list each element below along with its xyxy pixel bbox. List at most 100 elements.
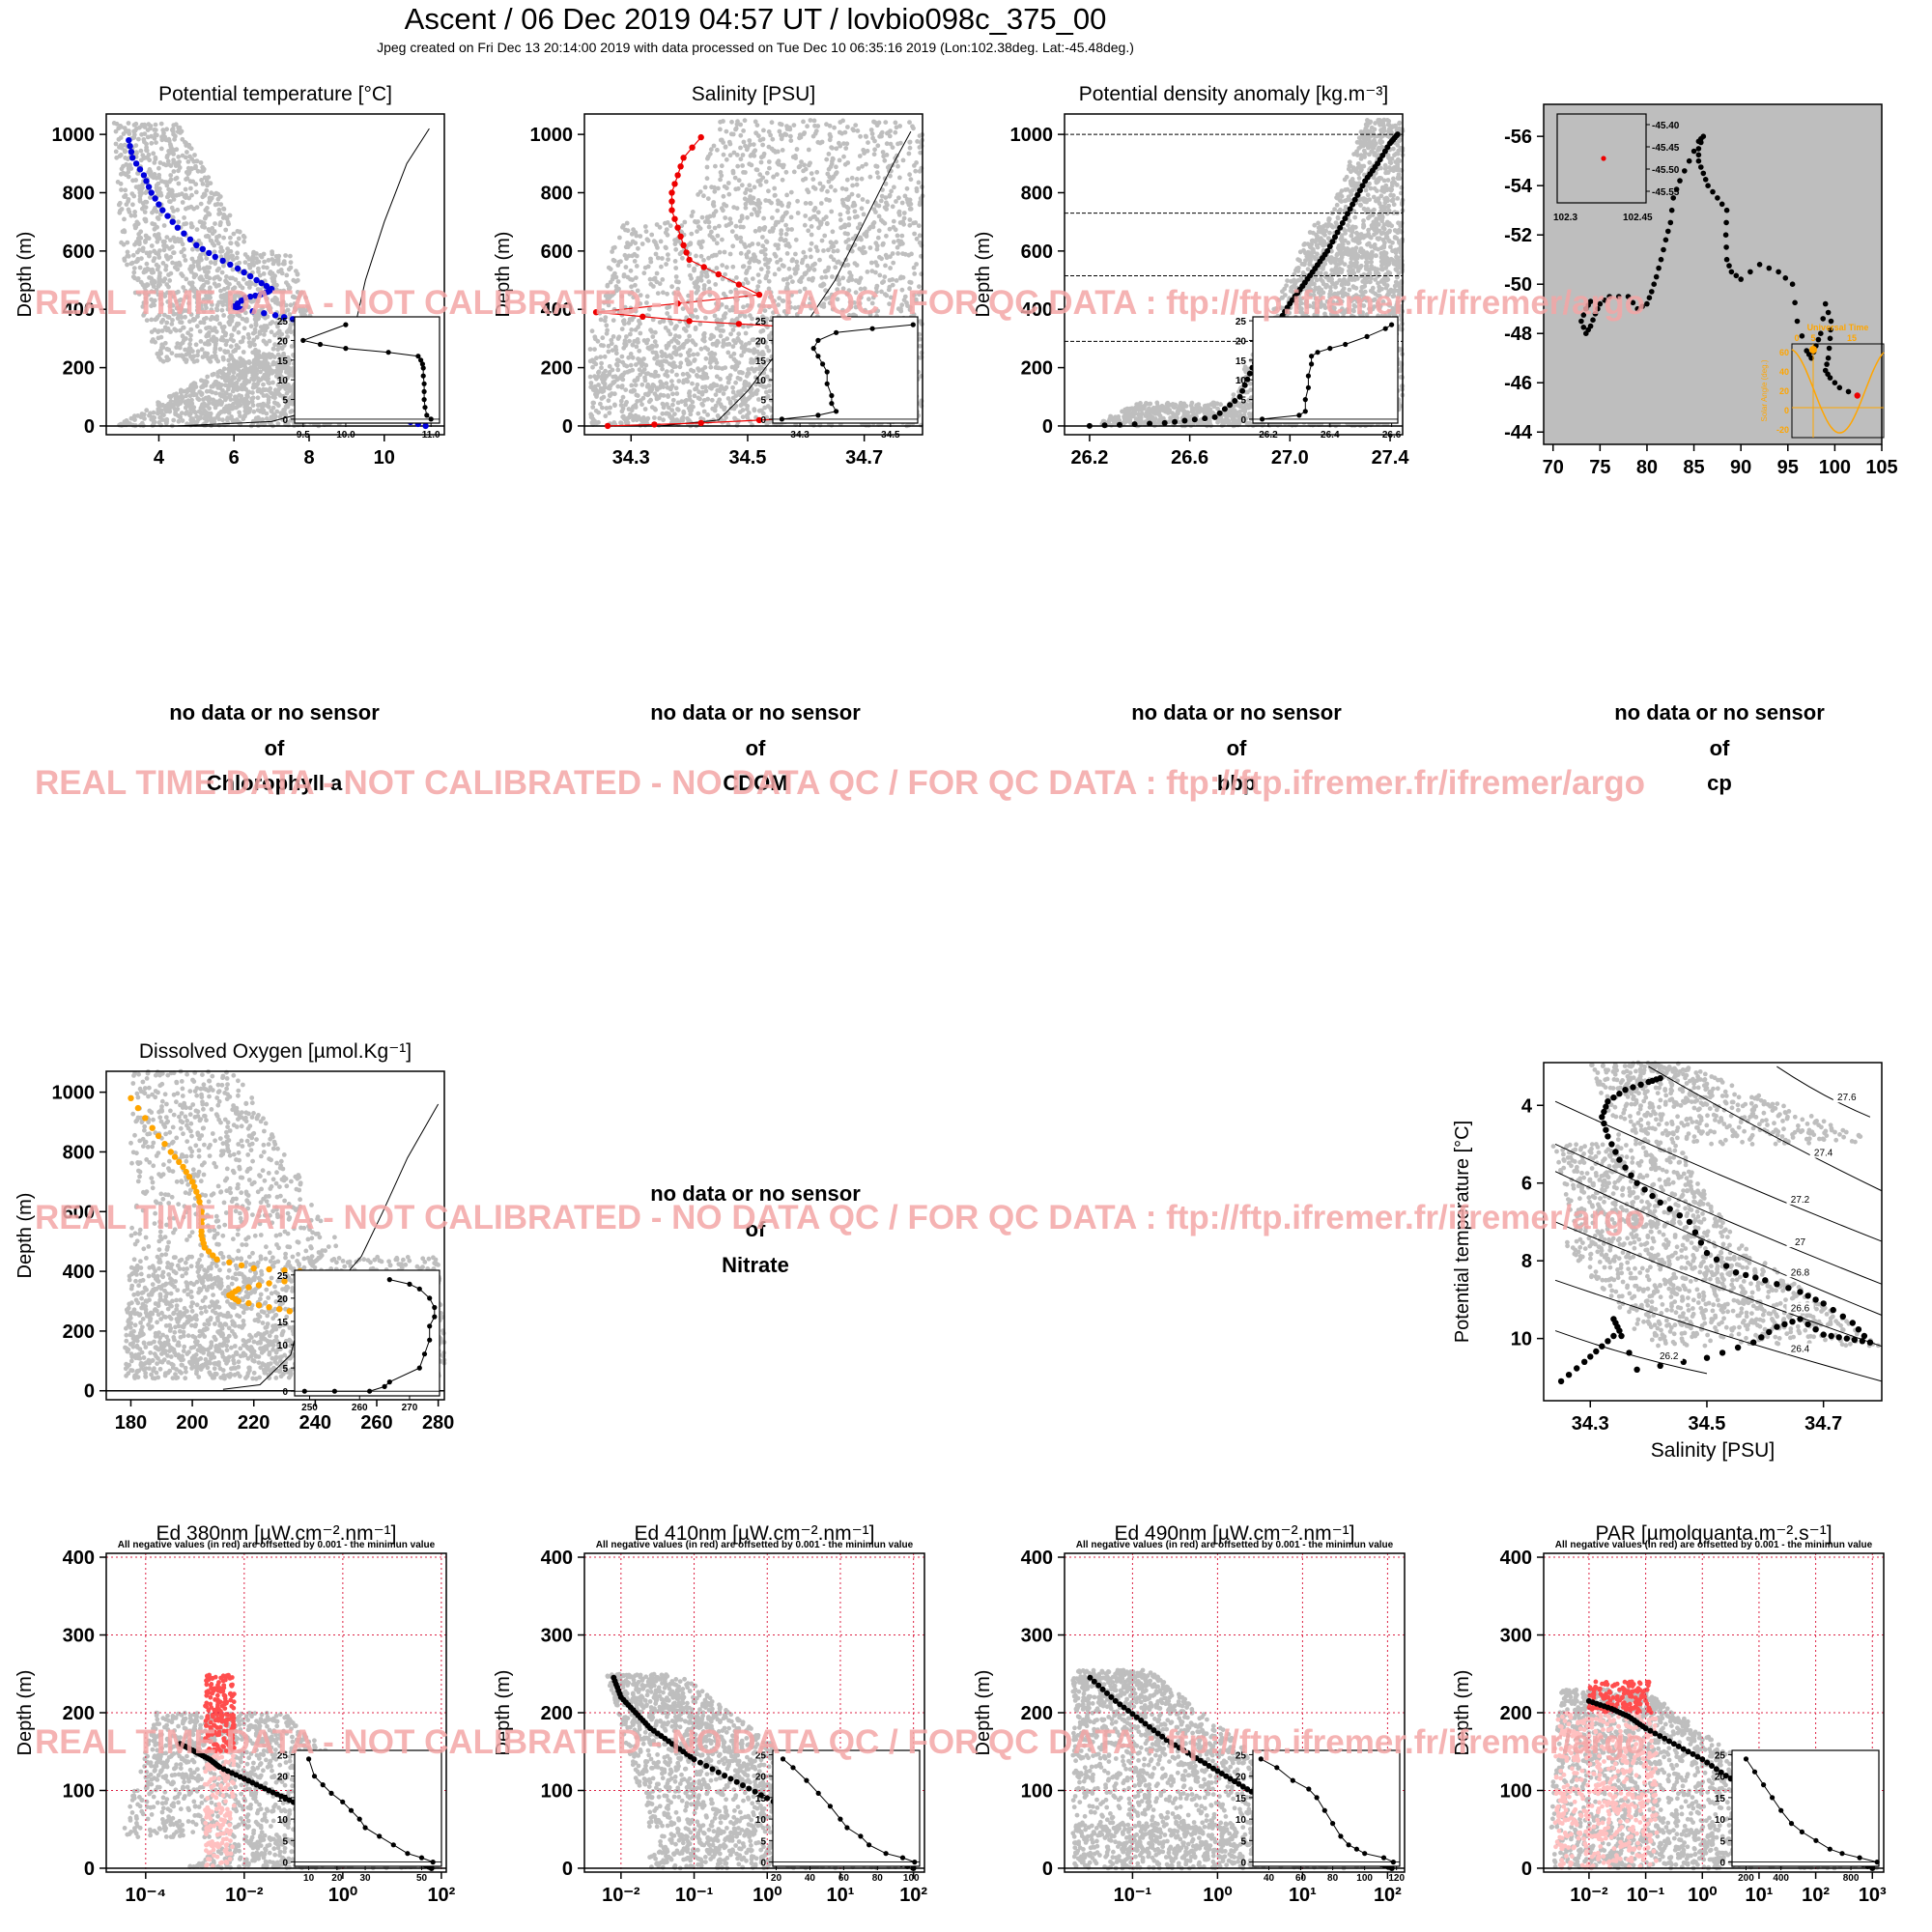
cloud-point — [876, 228, 882, 234]
cloud-point — [670, 402, 675, 408]
cloud-point — [684, 398, 689, 403]
cloud-point — [130, 202, 135, 208]
cloud-point — [746, 348, 752, 353]
cloud-point — [718, 402, 724, 407]
cloud-point — [179, 239, 184, 244]
cloud-point — [140, 153, 146, 158]
cloud-point — [669, 369, 674, 374]
page-title: Ascent / 06 Dec 2019 04:57 UT / lovbio09… — [405, 2, 1107, 36]
cloud-point — [226, 386, 231, 392]
cloud-point — [176, 418, 182, 424]
cloud-point — [782, 238, 788, 242]
cloud-point — [607, 372, 612, 377]
cloud-point — [162, 276, 168, 282]
cloud-point — [724, 223, 729, 229]
cloud-point — [730, 264, 736, 270]
cloud-point — [630, 405, 636, 411]
cloud-point — [256, 266, 261, 271]
cloud-point — [713, 403, 719, 409]
cloud-point — [677, 251, 683, 257]
cloud-point — [712, 383, 718, 387]
y-tick-label: 800 — [63, 183, 95, 204]
cloud-point — [669, 362, 674, 368]
cloud-point — [704, 273, 709, 279]
cloud-point — [599, 365, 604, 371]
cloud-point — [262, 332, 267, 337]
cloud-point — [706, 255, 711, 261]
cloud-point — [613, 361, 619, 367]
cloud-point — [668, 413, 672, 419]
cloud-point — [162, 325, 168, 330]
cloud-point — [277, 385, 282, 391]
cloud-point — [663, 326, 668, 330]
cloud-point — [693, 386, 697, 392]
cloud-point — [290, 388, 296, 394]
cloud-point — [150, 210, 155, 215]
cloud-point — [718, 127, 723, 132]
cloud-point — [629, 231, 635, 237]
cloud-point — [622, 362, 627, 368]
cloud-point — [179, 411, 185, 415]
cloud-point — [250, 395, 256, 401]
cloud-point — [215, 374, 221, 379]
cloud-point — [156, 175, 162, 181]
cloud-point — [776, 245, 781, 251]
cloud-point — [201, 379, 207, 384]
cloud-point — [208, 238, 213, 243]
cloud-point — [155, 187, 159, 193]
cloud-point — [897, 220, 903, 225]
cloud-point — [251, 362, 257, 368]
profile-point — [246, 272, 254, 280]
cloud-point — [194, 413, 200, 419]
cloud-point — [725, 380, 731, 385]
x-tick-label: 4 — [154, 447, 165, 469]
cloud-point — [194, 227, 200, 233]
cloud-point — [149, 275, 155, 281]
cloud-point — [693, 327, 698, 332]
cloud-point — [859, 176, 865, 182]
cloud-point — [625, 274, 631, 280]
cloud-point — [702, 345, 708, 351]
cloud-point — [814, 248, 820, 253]
cloud-point — [255, 395, 261, 401]
cloud-point — [213, 238, 219, 243]
cloud-point — [618, 398, 624, 404]
cloud-point — [284, 329, 290, 335]
cloud-point — [674, 391, 680, 396]
cloud-point — [675, 407, 680, 412]
profile-point — [145, 184, 153, 190]
cloud-point — [285, 375, 290, 381]
cloud-point — [174, 353, 180, 358]
cloud-point — [693, 342, 698, 348]
cloud-point — [125, 249, 130, 255]
cloud-point — [143, 199, 148, 205]
cloud-point — [914, 262, 919, 267]
cloud-point — [118, 135, 124, 140]
cloud-point — [767, 388, 773, 394]
cloud-point — [636, 414, 641, 419]
cloud-point — [760, 327, 766, 333]
cloud-point — [169, 322, 175, 327]
cloud-point — [243, 406, 248, 412]
cloud-point — [242, 326, 247, 331]
cloud-point — [607, 384, 612, 389]
cloud-point — [712, 352, 718, 356]
cloud-point — [237, 410, 242, 415]
cloud-point — [152, 226, 157, 232]
cloud-point — [165, 158, 171, 164]
cloud-point — [143, 233, 149, 239]
cloud-point — [741, 349, 747, 355]
cloud-point — [288, 265, 294, 270]
cloud-point — [175, 412, 181, 418]
cloud-point — [696, 395, 701, 401]
cloud-point — [727, 251, 733, 257]
cloud-point — [674, 372, 679, 378]
cloud-point — [916, 223, 922, 229]
cloud-point — [630, 342, 636, 348]
cloud-point — [152, 172, 157, 177]
cloud-point — [863, 231, 868, 236]
cloud-point — [211, 338, 216, 344]
cloud-point — [811, 267, 817, 272]
cloud-point — [755, 242, 761, 247]
cloud-point — [261, 382, 266, 387]
